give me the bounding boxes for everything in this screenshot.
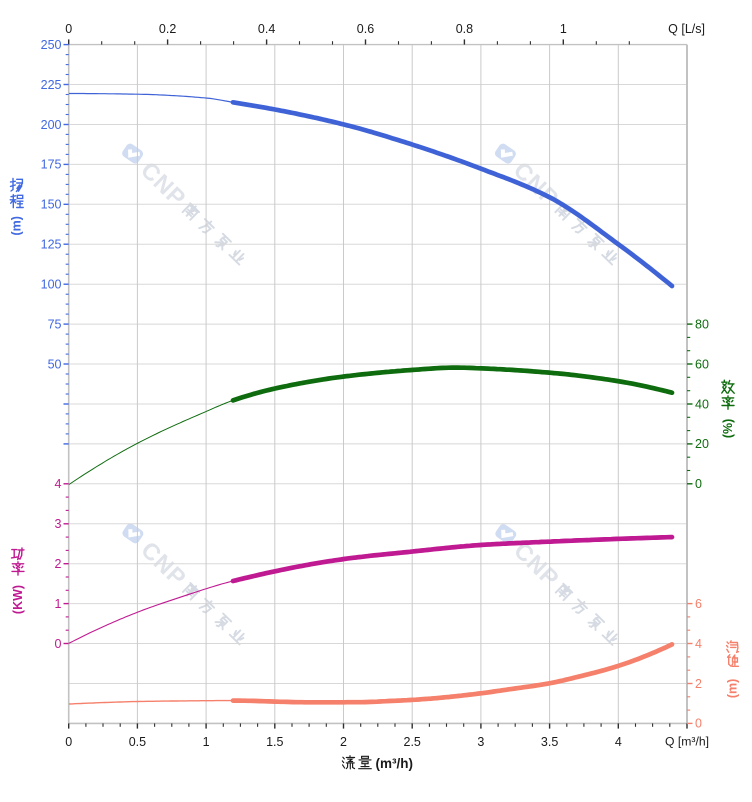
svg-text:1.5: 1.5	[266, 735, 283, 749]
svg-text:(m³/h): (m³/h)	[376, 756, 414, 771]
svg-text:150: 150	[41, 198, 62, 212]
svg-text:4: 4	[695, 637, 702, 651]
svg-text:50: 50	[48, 357, 62, 371]
svg-text:175: 175	[41, 158, 62, 172]
svg-text:0: 0	[65, 22, 72, 36]
svg-text:3: 3	[55, 517, 62, 531]
svg-text:80: 80	[695, 317, 709, 331]
svg-text:0.6: 0.6	[357, 22, 374, 36]
svg-text:100: 100	[41, 278, 62, 292]
svg-text:225: 225	[41, 78, 62, 92]
svg-text:1: 1	[55, 597, 62, 611]
svg-text:(m): (m)	[726, 679, 740, 698]
svg-text:2.5: 2.5	[404, 735, 421, 749]
svg-text:1: 1	[203, 735, 210, 749]
svg-text:40: 40	[695, 397, 709, 411]
svg-text:(m): (m)	[10, 216, 24, 235]
svg-text:(%): (%)	[721, 419, 735, 438]
svg-text:0: 0	[695, 717, 702, 731]
svg-text:2: 2	[55, 557, 62, 571]
svg-text:200: 200	[41, 118, 62, 132]
svg-text:0.2: 0.2	[159, 22, 176, 36]
svg-text:0.8: 0.8	[456, 22, 473, 36]
svg-text:(KW): (KW)	[11, 585, 25, 614]
svg-text:20: 20	[695, 437, 709, 451]
svg-text:4: 4	[615, 735, 622, 749]
svg-text:0: 0	[695, 477, 702, 491]
svg-text:125: 125	[41, 238, 62, 252]
svg-text:250: 250	[41, 38, 62, 52]
svg-text:6: 6	[695, 597, 702, 611]
svg-text:Q [m³/h]: Q [m³/h]	[665, 735, 709, 749]
svg-text:2: 2	[340, 735, 347, 749]
svg-text:3: 3	[477, 735, 484, 749]
svg-text:0: 0	[65, 735, 72, 749]
svg-text:2: 2	[695, 677, 702, 691]
svg-text:4: 4	[55, 477, 62, 491]
svg-text:3.5: 3.5	[541, 735, 558, 749]
svg-text:75: 75	[48, 317, 62, 331]
svg-text:60: 60	[695, 357, 709, 371]
svg-text:1: 1	[560, 22, 567, 36]
svg-text:0: 0	[55, 637, 62, 651]
svg-text:0.4: 0.4	[258, 22, 275, 36]
svg-text:Q [L/s]: Q [L/s]	[668, 22, 705, 36]
svg-text:0.5: 0.5	[129, 735, 146, 749]
